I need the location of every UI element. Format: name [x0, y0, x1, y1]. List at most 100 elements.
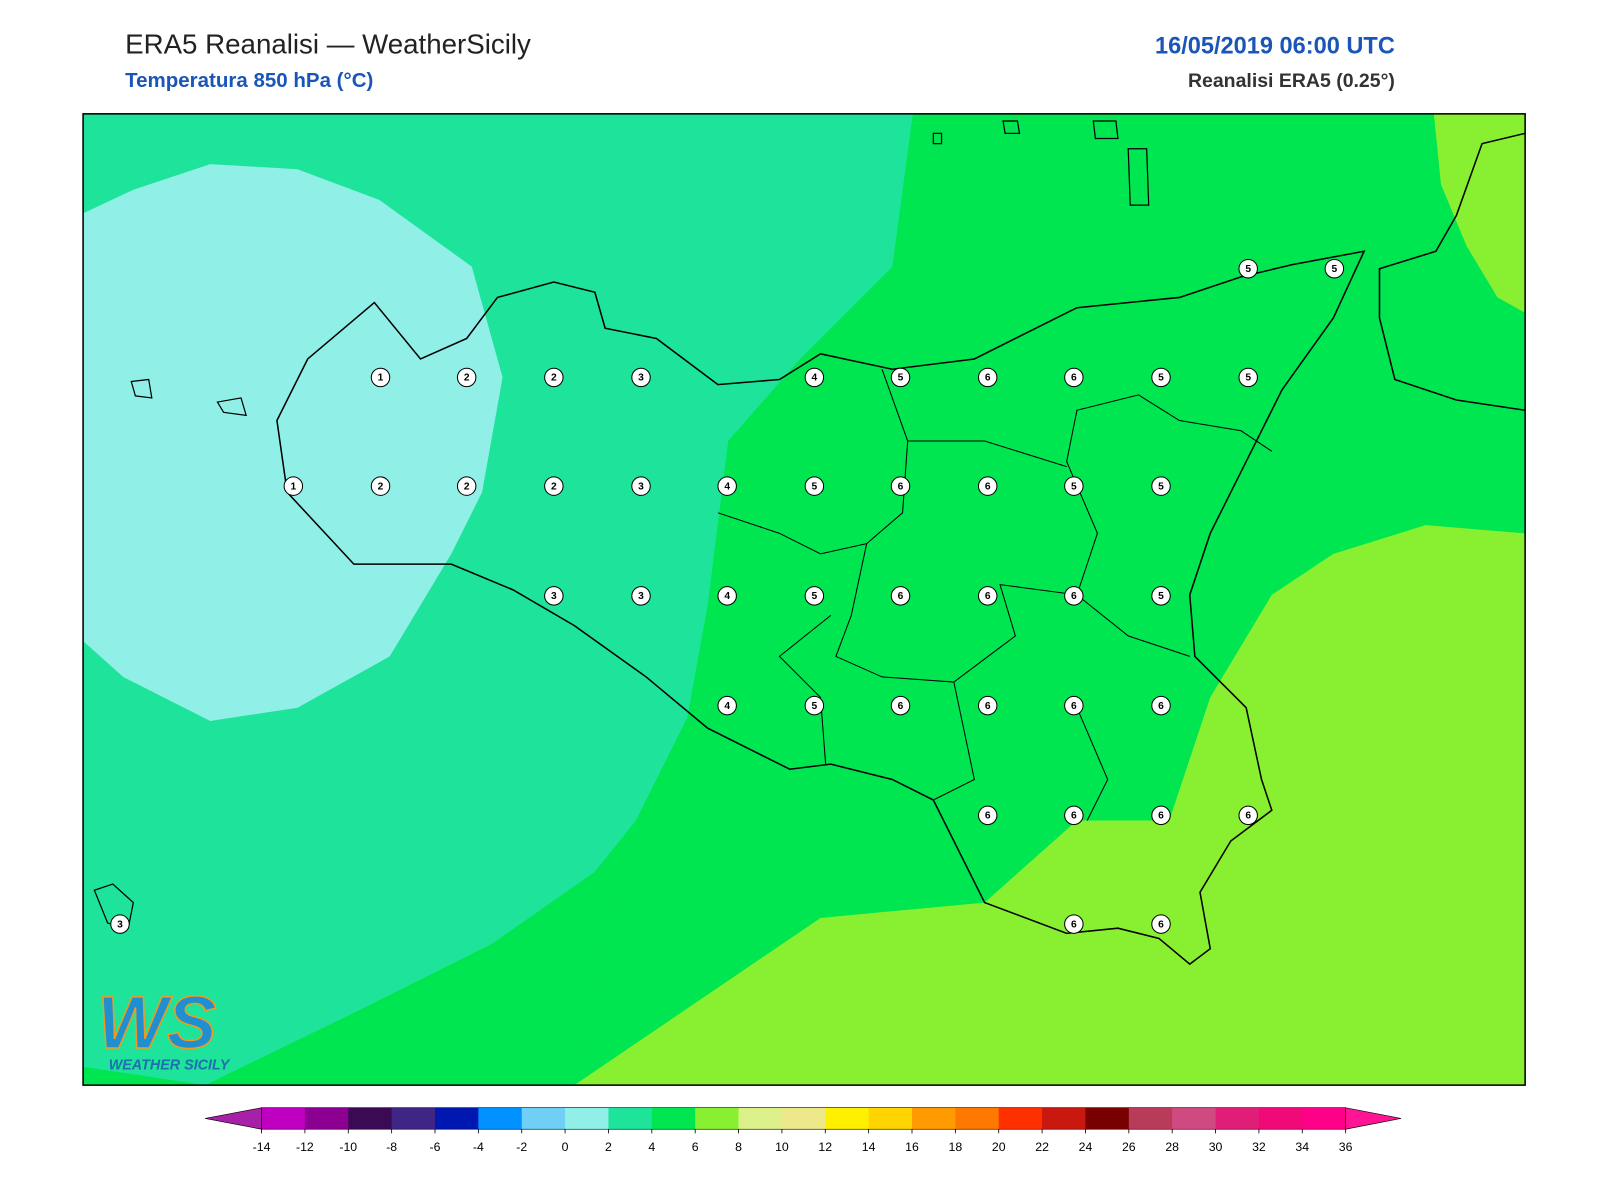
station-value: 5 [898, 373, 904, 384]
station-value: 6 [1245, 811, 1251, 822]
station-value: 6 [985, 481, 991, 492]
station-value: 6 [1158, 701, 1164, 712]
station-value: 5 [1158, 591, 1164, 602]
station-value: 2 [551, 481, 557, 492]
station-marker [370, 367, 391, 388]
colorbar-band [391, 1107, 436, 1130]
colorbar-label: 26 [1122, 1140, 1136, 1154]
colorbar-label: 0 [562, 1140, 569, 1154]
station-marker [804, 586, 825, 606]
station-value: 1 [290, 481, 296, 492]
station-marker [977, 586, 998, 606]
station-value: 6 [1158, 811, 1164, 822]
colorbar-band [521, 1107, 566, 1130]
station-marker [544, 476, 564, 496]
station-value: 4 [724, 591, 730, 602]
colorbar-band [738, 1107, 783, 1130]
station-marker [804, 367, 825, 388]
station-marker [717, 586, 737, 606]
station-value: 5 [1071, 481, 1077, 492]
station-value: 2 [378, 481, 384, 492]
colorbar-label: -4 [473, 1140, 484, 1154]
map-frame [82, 113, 1526, 1086]
calabria-coastline [1378, 132, 1526, 412]
station-marker [1151, 695, 1171, 716]
title: ERA5 Reanalisi — WeatherSicily [125, 28, 531, 59]
colorbar-band [781, 1107, 826, 1130]
field-6-8-south [574, 525, 1526, 1086]
sicily-coastline [276, 250, 1366, 966]
station-value: 2 [551, 373, 557, 384]
province-borders [717, 369, 1273, 821]
colorbar-band [825, 1107, 870, 1130]
colorbar-band [1215, 1107, 1260, 1130]
colorbar-label: 24 [1079, 1140, 1093, 1154]
station-marker [456, 476, 477, 496]
colorbar-band [1302, 1107, 1347, 1130]
colorbar-band [565, 1107, 609, 1130]
station-value: 3 [638, 373, 644, 384]
station-value: 6 [898, 701, 904, 712]
station-value: 6 [1071, 811, 1077, 822]
colorbar-band [608, 1107, 653, 1130]
colorbar-band [304, 1107, 349, 1130]
station-marker [110, 914, 130, 934]
colorbar-label: -10 [339, 1140, 357, 1154]
colorbar-band [1085, 1107, 1130, 1130]
datetime: 16/05/2019 06:00 UTC [1155, 32, 1395, 58]
colorbar-label: 8 [735, 1140, 742, 1154]
station-value: 2 [464, 373, 470, 384]
colorbar-label: 12 [818, 1140, 832, 1154]
station-value: 3 [638, 591, 644, 602]
station-value: 5 [812, 701, 818, 712]
station-marker [977, 476, 998, 496]
station-marker [1064, 476, 1084, 496]
station-value: 5 [1245, 373, 1251, 384]
colorbar-label: 32 [1252, 1140, 1266, 1154]
station-value: 1 [378, 373, 384, 384]
station-marker [1151, 914, 1171, 934]
station-value: 3 [638, 481, 644, 492]
colorbar-band [1258, 1107, 1303, 1130]
station-value: 5 [1245, 264, 1251, 275]
colorbar-band [261, 1107, 306, 1130]
station-marker [977, 367, 998, 388]
colorbar-label: 30 [1209, 1140, 1223, 1154]
colorbar-over [1345, 1107, 1402, 1130]
station-marker [1151, 586, 1171, 606]
station-value: 6 [985, 591, 991, 602]
colorbar-label: 4 [648, 1140, 655, 1154]
colorbar-label: 2 [605, 1140, 612, 1154]
station-marker [456, 367, 477, 388]
colorbar-band [478, 1107, 523, 1130]
station-marker [890, 695, 911, 716]
station-value: 6 [985, 373, 991, 384]
colorbar-outline [261, 1107, 1346, 1130]
colorbar-label: 18 [949, 1140, 963, 1154]
station-marker [890, 367, 911, 388]
station-marker [804, 476, 825, 496]
station-value: 5 [812, 591, 818, 602]
colorbar-label: -14 [253, 1140, 271, 1154]
station-value: 5 [812, 481, 818, 492]
station-value: 5 [1332, 264, 1338, 275]
station-value: 6 [1071, 919, 1077, 930]
station-value: 6 [1071, 701, 1077, 712]
station-value: 5 [1158, 373, 1164, 384]
subtitle: Temperatura 850 hPa (°C) [125, 69, 373, 92]
logo-text: WEATHER SICILY [109, 1058, 231, 1074]
station-marker [283, 476, 304, 496]
station-marker [1238, 258, 1258, 279]
colorbar-band [998, 1107, 1043, 1130]
colorbar-label: -12 [296, 1140, 314, 1154]
colorbar-band [955, 1107, 1000, 1130]
colorbar-label: 20 [992, 1140, 1006, 1154]
station-marker [717, 476, 737, 496]
station-value: 4 [812, 373, 818, 384]
colorbar-label: 6 [692, 1140, 699, 1154]
station-marker [631, 586, 651, 606]
colorbar-band [1172, 1107, 1217, 1130]
colorbar-band [912, 1107, 956, 1130]
station-marker [1151, 805, 1171, 826]
station-value: 6 [898, 481, 904, 492]
